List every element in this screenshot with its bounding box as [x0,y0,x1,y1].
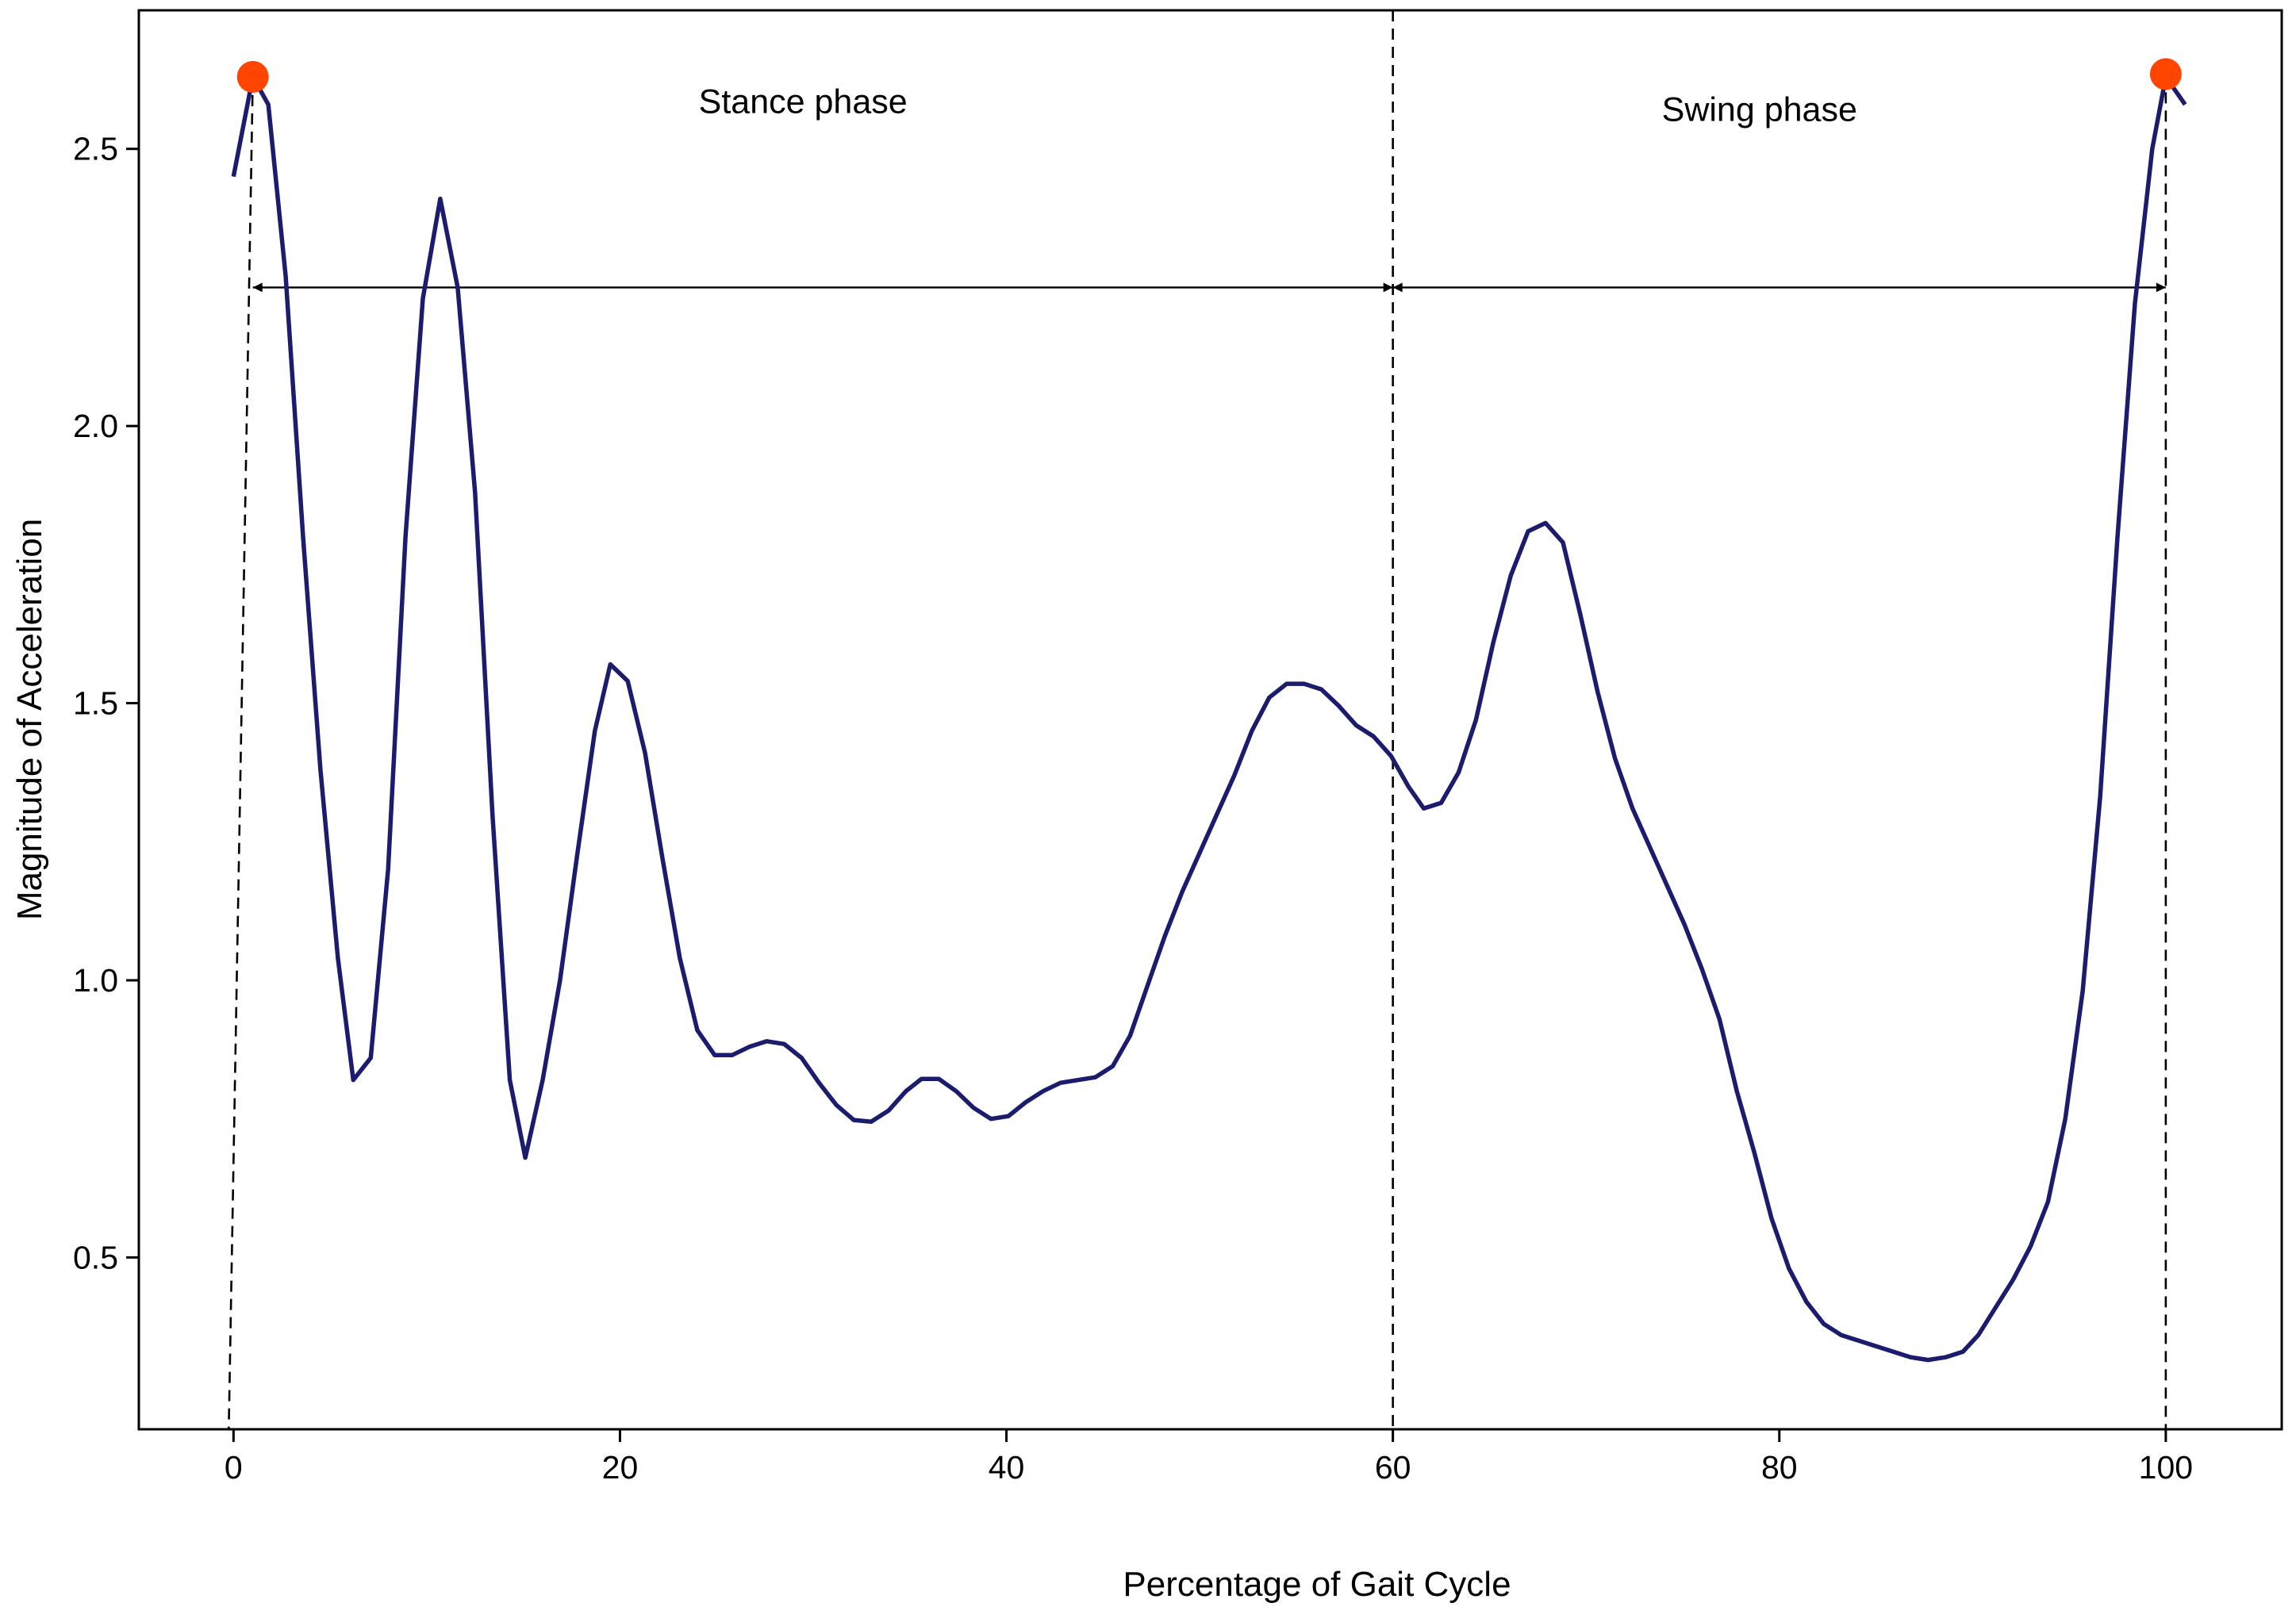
phase-label: Swing phase [1662,90,1857,128]
x-tick-label: 60 [1375,1449,1411,1486]
heel-strike-guide [228,76,254,1430]
x-tick-label: 80 [1761,1449,1798,1486]
y-tick-label: 2.0 [73,408,118,444]
heel-strike-point [2149,58,2182,90]
y-tick-label: 0.5 [73,1239,118,1275]
y-tick-label: 1.5 [73,685,118,722]
x-tick-label: 40 [989,1449,1025,1486]
x-axis-label: Percentage of Gait Cycle [1123,1565,1511,1604]
x-tick-label: 0 [225,1449,243,1486]
x-tick-label: 100 [2139,1449,2193,1486]
series-line [231,75,2187,1363]
y-tick-label: 1.0 [73,962,118,999]
plot-frame [137,9,2283,1431]
y-axis-label: Magnitude of Acceleration [10,519,49,920]
heel-strike-point [236,60,269,93]
y-tick-label: 2.5 [73,131,118,167]
phase-label: Stance phase [699,82,908,121]
x-tick-label: 20 [602,1449,639,1486]
